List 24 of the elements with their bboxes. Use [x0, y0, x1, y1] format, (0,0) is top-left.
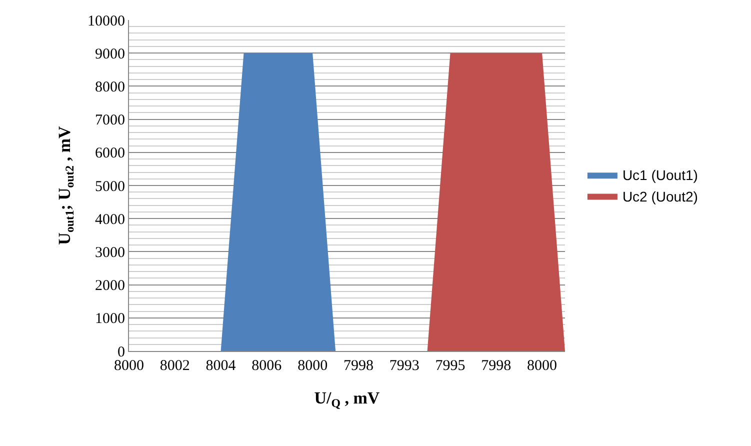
y-tick-label: 4000 [95, 212, 125, 228]
x-tick-label: 8006 [252, 358, 282, 374]
y-tick-label: 8000 [95, 79, 125, 96]
y-tick-label: 6000 [95, 146, 125, 162]
legend-label: Uc1 (Uout1) [622, 167, 698, 184]
y-tick-label: 7000 [95, 112, 125, 129]
y-tick-label: 10000 [88, 13, 125, 30]
x-tick-label: 7995 [435, 358, 466, 374]
x-tick-label: 7998 [481, 358, 512, 374]
y-tick-label: 2000 [95, 278, 125, 294]
y-tick-label: 0 [118, 344, 125, 360]
legend-label: Uc2 (Uout2) [622, 188, 698, 204]
x-tick-label: 7998 [343, 358, 374, 374]
x-tick-label: 8002 [160, 358, 190, 374]
x-axis-title: U/$_{Q}$ , mV [314, 388, 380, 410]
x-tick-label: 8000 [527, 358, 558, 374]
y-tick-label: 1000 [95, 311, 125, 328]
x-tick-label: 7993 [389, 358, 420, 374]
y-tick-label: 3000 [95, 244, 125, 261]
y-tick-label: 9000 [95, 46, 125, 62]
x-tick-label: 8000 [298, 358, 328, 374]
x-tick-label: 8004 [206, 358, 236, 374]
y-tick-label: 5000 [95, 178, 125, 195]
x-tick-label: 8000 [114, 358, 144, 374]
